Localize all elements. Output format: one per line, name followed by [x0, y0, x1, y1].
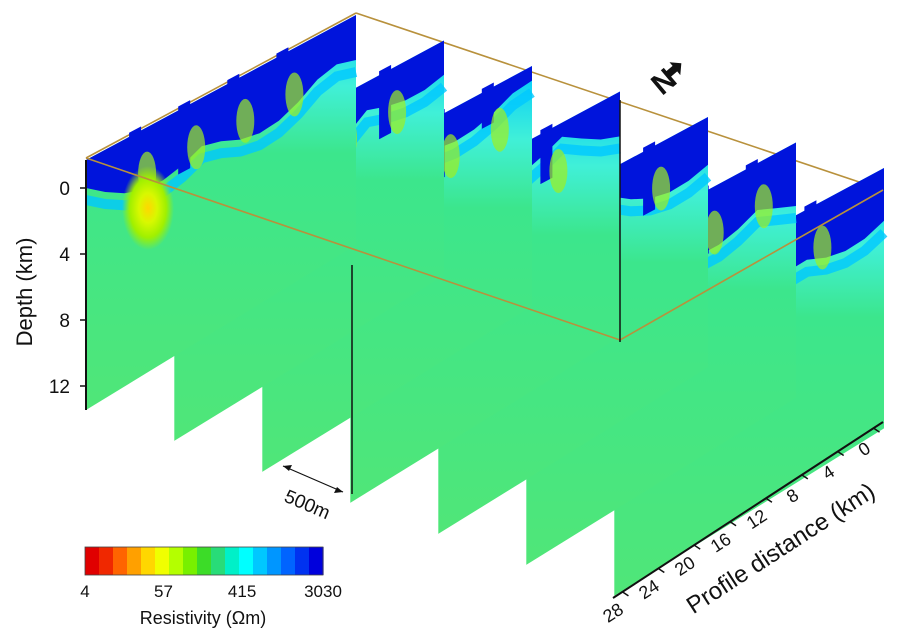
colorbar-swatch — [85, 547, 100, 575]
colorbar-border — [84, 546, 324, 576]
profile-tick — [657, 567, 665, 574]
colorbar-swatch — [295, 547, 310, 575]
depth-tick-label: 0 — [59, 179, 70, 200]
profile-tick — [801, 474, 809, 480]
profile-tick — [729, 521, 737, 527]
profile-tick — [765, 497, 773, 503]
depth-tick-label: 4 — [59, 245, 70, 266]
scale-bar-arrow — [282, 465, 344, 493]
colorbar-swatch — [99, 547, 114, 575]
colorbar-swatch — [253, 547, 268, 575]
profile-tick — [873, 427, 880, 433]
profile-tick — [693, 544, 701, 550]
colorbar-swatch — [127, 547, 142, 575]
colorbar-swatch — [169, 547, 184, 575]
depth-axis-title: Depth (km) — [12, 238, 37, 347]
profile-tick — [622, 591, 629, 597]
depth-tick-label: 12 — [49, 377, 70, 398]
colorbar-title: Resistivity (Ωm) — [140, 608, 266, 628]
colorbar-tick-label: 4 — [80, 582, 89, 601]
depth-axis: Depth (km) 0 4 8 12 — [12, 160, 87, 410]
scale-bar-head-left — [283, 465, 292, 471]
scale-bar-head-right — [334, 487, 343, 493]
colorbar-swatch — [141, 547, 156, 575]
colorbar-swatch — [267, 547, 282, 575]
profile-tick — [837, 450, 845, 457]
frame-edge-front — [85, 157, 621, 341]
profile-section — [84, 15, 358, 410]
scale-bar-label: 500m — [281, 486, 333, 524]
frame-edge-right — [619, 189, 884, 341]
profile-tick-label: 4 — [819, 461, 838, 483]
colorbar-swatch — [211, 547, 226, 575]
profile-tick-label: 8 — [783, 485, 802, 507]
colorbar-tick-label: 57 — [154, 582, 173, 601]
scale-bar: 500m — [281, 465, 344, 524]
north-arrow-icon — [664, 62, 682, 79]
colorbar-swatch — [183, 547, 198, 575]
colorbar-tick-label: 415 — [228, 582, 256, 601]
colorbar-swatch — [281, 547, 296, 575]
depth-tick-label: 8 — [59, 311, 70, 332]
colorbar: Resistivity (Ωm) 4 57 415 3030 — [80, 546, 342, 628]
colorbar-swatch — [113, 547, 128, 575]
colorbar-tick-label: 3030 — [304, 582, 342, 601]
north-arrow: N — [645, 62, 683, 102]
colorbar-swatch — [197, 547, 212, 575]
profile-tick-label: 28 — [599, 599, 627, 627]
profile-tick-label: 0 — [855, 438, 874, 460]
colorbar-swatch — [225, 547, 240, 575]
colorbar-swatch — [309, 547, 324, 575]
colorbar-swatch — [155, 547, 170, 575]
profile-sections — [84, 15, 888, 596]
front-frame — [85, 100, 884, 494]
colorbar-swatch — [239, 547, 254, 575]
